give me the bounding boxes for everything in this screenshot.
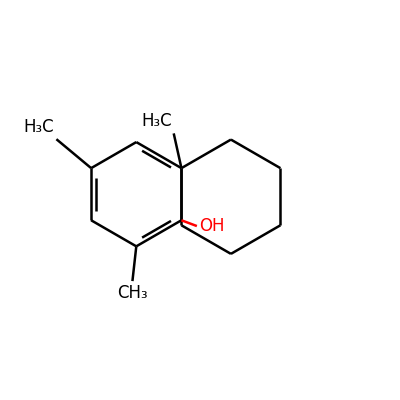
Text: OH: OH — [199, 217, 224, 235]
Text: H₃C: H₃C — [141, 112, 172, 130]
Text: CH₃: CH₃ — [117, 284, 148, 302]
Text: H₃C: H₃C — [24, 118, 54, 136]
